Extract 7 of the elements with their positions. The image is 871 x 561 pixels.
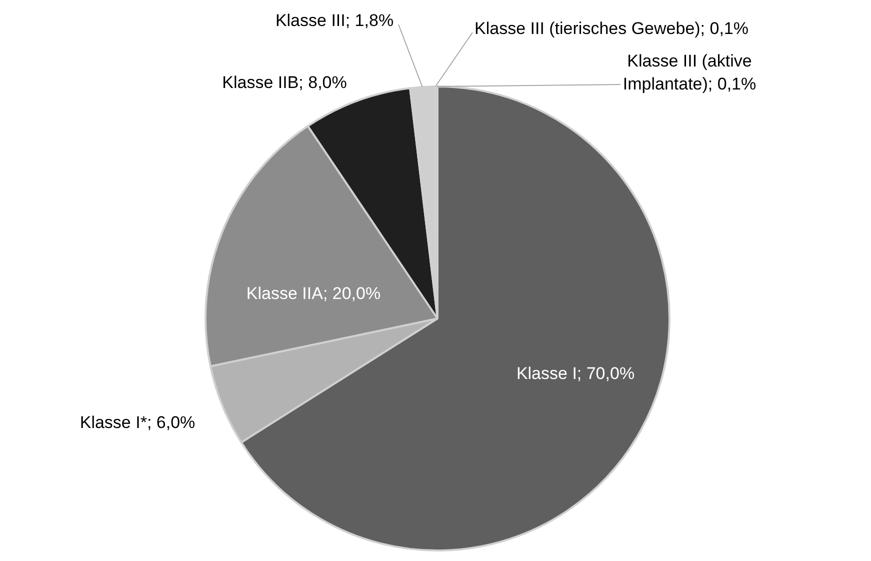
slice-label: Klasse I; 70,0% — [516, 364, 635, 383]
slice-label: Klasse III (tierisches Gewebe); 0,1% — [474, 19, 749, 38]
slice-label: Klasse IIA; 20,0% — [246, 284, 381, 303]
slice-label: Klasse III; 1,8% — [275, 11, 394, 30]
slice-label: Klasse III (aktive Implantate); 0,1% — [622, 52, 756, 94]
slice-label: Klasse IIB; 8,0% — [222, 73, 347, 92]
slice-label: Klasse I*; 6,0% — [80, 413, 196, 432]
